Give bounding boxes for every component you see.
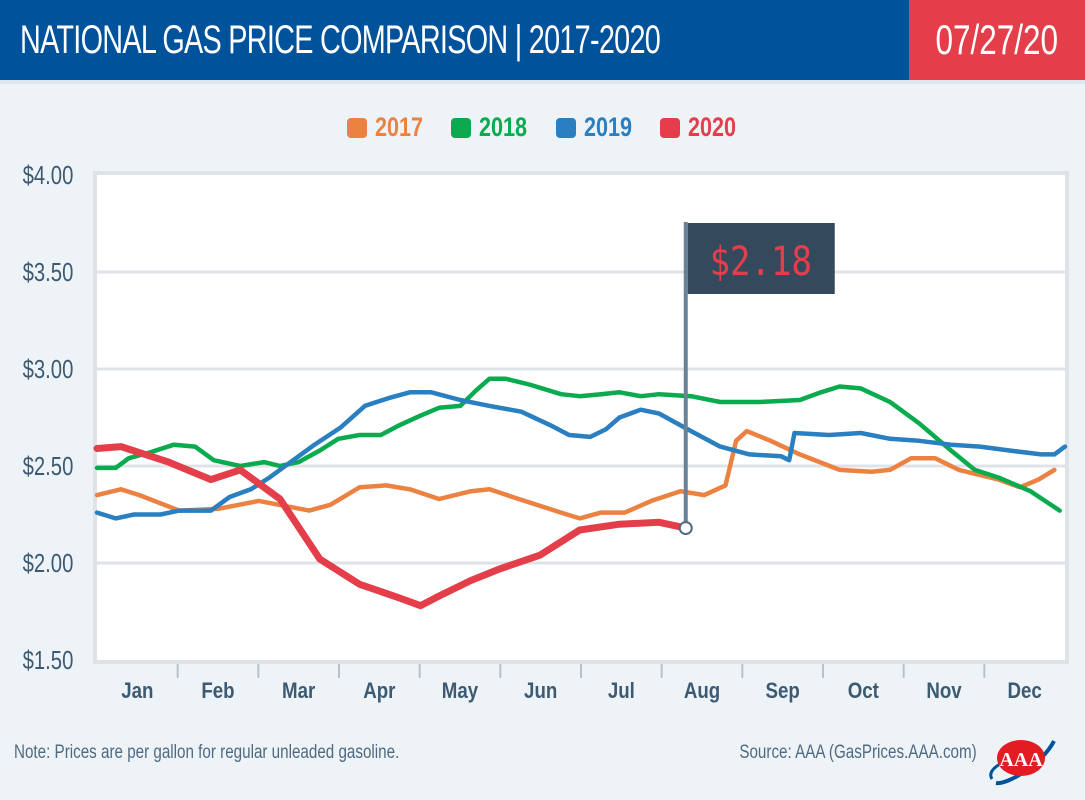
x-tick-label: Dec: [1008, 680, 1042, 704]
x-tick-label: Nov: [926, 680, 962, 704]
legend-label: 2017: [375, 112, 424, 142]
chart-legend: 2017 2018 2019 2020: [0, 112, 1085, 143]
flag-marker-point: [678, 521, 693, 536]
legend-swatch-icon: [659, 117, 680, 138]
x-tick-label: Jan: [121, 680, 153, 704]
x-tick-label: May: [442, 680, 479, 704]
x-tick-label: Feb: [201, 680, 234, 704]
series-line-2019: [94, 390, 1068, 521]
header-divider: [0, 80, 1085, 84]
legend-label: 2018: [479, 112, 528, 142]
legend-swatch-icon: [451, 117, 472, 138]
legend-swatch-icon: [347, 117, 368, 138]
x-tick-label: Jun: [524, 680, 557, 704]
x-tick-label: Jul: [608, 680, 635, 704]
legend-swatch-icon: [555, 117, 576, 138]
series-line-2017: [94, 428, 1057, 521]
y-tick-label: $4.00: [23, 161, 74, 190]
aaa-logo-icon: AAA: [989, 740, 1056, 786]
flag-banner: [687, 223, 835, 294]
x-tick-label: Aug: [684, 680, 720, 704]
x-tick-label: Apr: [363, 680, 395, 704]
line-chart: $1.50 $2.00 $2.50 $3.00 $3.50 $4.00 Jan Feb Mar A…: [23, 161, 1069, 704]
y-tick-label: $3.50: [23, 258, 74, 287]
y-tick-label: $2.00: [23, 549, 74, 578]
plot-area: [97, 175, 1065, 660]
legend-label: 2020: [687, 112, 736, 142]
series-line-2018: [94, 376, 1062, 513]
footer-source: Source: AAA (GasPrices.AAA.com): [739, 742, 977, 763]
date-badge: 07/27/20: [908, 0, 1085, 80]
legend-item-2019: 2019: [555, 112, 634, 143]
page-title: NATIONAL GAS PRICE COMPARISON | 2017-202…: [0, 0, 909, 80]
footer-note: Note: Prices are per gallon for regular …: [14, 742, 400, 763]
x-tick-label: Oct: [848, 680, 879, 704]
x-tick-label: Sep: [766, 680, 800, 704]
y-tick-label: $3.00: [23, 355, 74, 384]
series-line-2020: [93, 443, 690, 610]
flag-price-label: $2.18: [710, 238, 812, 284]
legend-item-2017: 2017: [347, 112, 425, 143]
header-bar: NATIONAL GAS PRICE COMPARISON | 2017-202…: [0, 0, 1085, 80]
legend-item-2020: 2020: [659, 112, 738, 143]
x-tick-label: Mar: [282, 680, 315, 704]
y-tick-label: $2.50: [23, 452, 74, 481]
legend-label: 2019: [583, 112, 632, 142]
y-tick-label: $1.50: [23, 646, 74, 675]
legend-item-2018: 2018: [451, 112, 529, 143]
svg-text:AAA: AAA: [999, 749, 1043, 771]
